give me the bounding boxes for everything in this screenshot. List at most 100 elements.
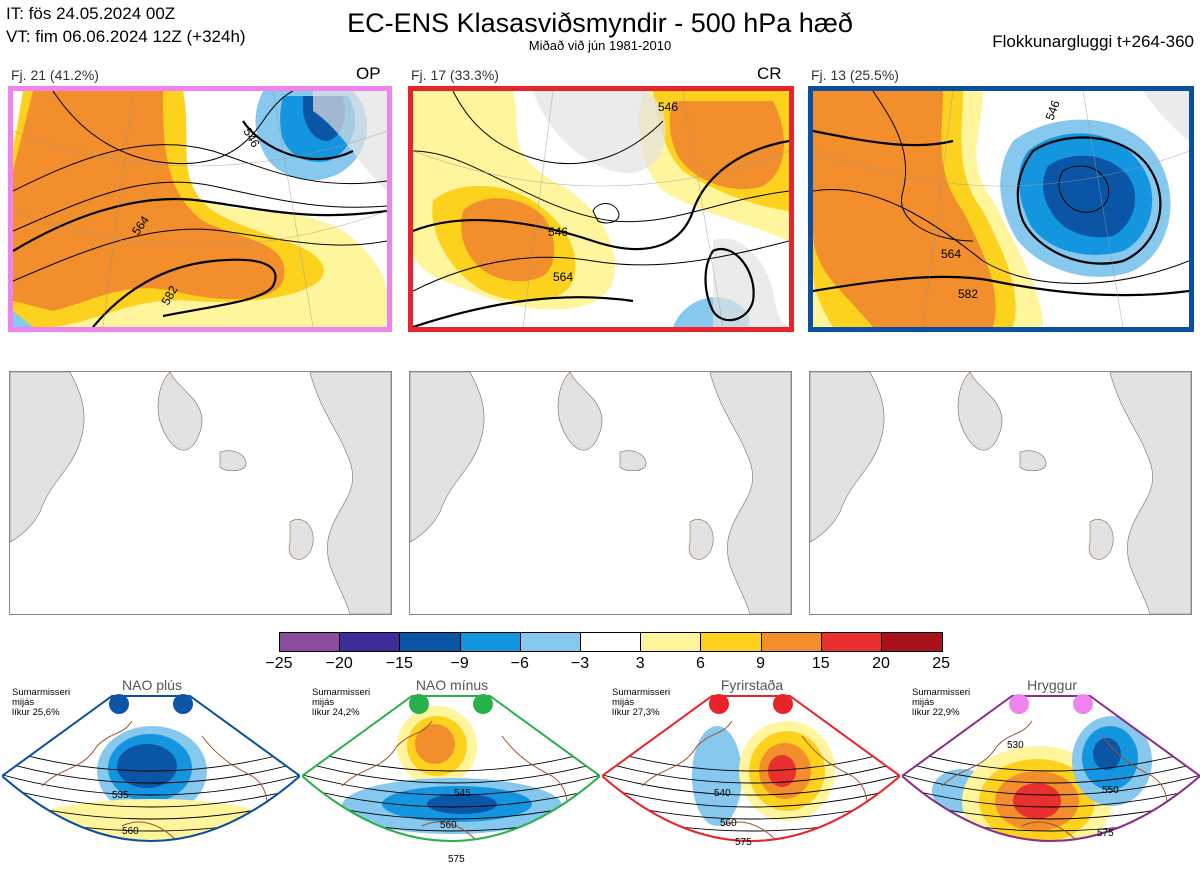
regime-note: Sumarmisseri mijás líkur 22,9% (912, 687, 971, 718)
cluster-map-1: 564 546 582 (8, 86, 392, 332)
regime-title: Hryggur (1027, 677, 1077, 693)
regime-title: Fyrirstaða (720, 677, 784, 693)
colorbar-swatch (520, 633, 581, 651)
colorbar-swatch (280, 633, 341, 651)
regime-dot-icon (1009, 694, 1029, 714)
contour-label: 530 (1007, 740, 1024, 751)
colorbar-swatch (580, 633, 642, 651)
height-contour (302, 745, 600, 772)
height-contour (902, 758, 1200, 784)
valid-time: VT: fim 06.06.2024 12Z (+324h) (6, 27, 246, 46)
height-contour (2, 850, 300, 867)
colorbar-swatch (641, 633, 702, 651)
height-contour (902, 771, 1200, 796)
regime-dot-icon (173, 694, 193, 714)
regime-dot-icon (473, 694, 493, 714)
contour-label: 550 (1102, 785, 1119, 796)
height-contour (2, 745, 300, 772)
anomaly-area (1014, 860, 1050, 871)
colorbar-tick-label: −3 (570, 655, 590, 672)
height-contour (902, 850, 1200, 867)
cluster-map-2: 546 564 546 (408, 86, 794, 332)
height-contour (602, 771, 900, 796)
regime-note: Sumarmisseri mijás líkur 25,6% (12, 687, 71, 718)
contour-label: 546 (658, 100, 678, 114)
colorbar-swatch (761, 633, 822, 651)
regime-panel: 545 560 575 (300, 676, 602, 871)
regime-frame (300, 695, 602, 842)
cluster-map-3: 546 564 582 (808, 86, 1194, 332)
anomaly-map-3 (809, 371, 1192, 615)
regime-panel: 535 560 (0, 676, 302, 871)
regime-frame (900, 695, 1200, 842)
panel-1-tag: OP (356, 64, 381, 83)
colorbar-tick-label: 15 (811, 655, 830, 672)
regime-panel: 530 550 575 (900, 676, 1200, 871)
height-contour (2, 771, 300, 796)
anomaly-area (692, 726, 742, 826)
height-contour (2, 758, 300, 784)
height-contour (902, 784, 1200, 808)
regime-dot-icon (109, 694, 129, 714)
regime-note: Sumarmisseri mijás líkur 24,2% (312, 687, 371, 718)
colorbar-swatch (701, 633, 762, 651)
panel-3-label: Fj. 13 (25.5%) (811, 67, 899, 83)
contour-label: 560 (440, 820, 457, 831)
colorbar-swatch (460, 633, 521, 651)
regime-title: NAO mínus (415, 677, 489, 693)
regime-dot-icon (409, 694, 429, 714)
contour-label: 560 (122, 826, 139, 837)
height-contour (602, 758, 900, 784)
height-contour (602, 784, 900, 808)
colorbar-tick-label: 25 (932, 655, 951, 672)
contour-label: 582 (958, 287, 978, 301)
contour-label: 540 (714, 788, 731, 799)
colorbar-swatch (881, 633, 943, 651)
height-contour (902, 745, 1200, 772)
height-contour (602, 850, 900, 867)
height-contour (302, 758, 600, 784)
height-contour (302, 784, 600, 808)
regime-dot-icon (709, 694, 729, 714)
regime-frame (0, 695, 302, 842)
page-title: EC-ENS Klasasviðsmyndir - 500 hPa hæð (347, 8, 853, 38)
anomaly-area (1093, 738, 1121, 770)
regime-note: Sumarmisseri mijás líkur 27,3% (612, 687, 671, 718)
regime-frame (600, 695, 902, 842)
colorbar-tick-label: −6 (510, 655, 529, 672)
classification-window: Flokkunargluggi t+264-360 (992, 32, 1194, 51)
anomaly-area (1013, 783, 1061, 819)
contour-label: 560 (720, 818, 737, 829)
regime-panel: 540 560 575 (600, 676, 902, 871)
panel-2-label: Fj. 17 (33.3%) (411, 67, 499, 83)
panel-2-tag: CR (757, 64, 782, 83)
page-subtitle: Miðað við jún 1981-2010 (528, 38, 672, 53)
anomaly-map-1 (9, 371, 392, 615)
colorbar-swatch (821, 633, 882, 651)
regime-title: NAO plús (122, 677, 182, 693)
contour-label: 564 (553, 270, 573, 284)
contour-label: 546 (1043, 98, 1063, 122)
colorbar-swatch (400, 633, 461, 651)
contour-label: 575 (735, 837, 752, 848)
colorbar-tick-label: −20 (325, 655, 353, 672)
contour-label: 575 (1097, 828, 1114, 839)
anomaly-area (768, 755, 796, 787)
anomaly-area (117, 744, 177, 788)
colorbar-tick-label: 3 (635, 655, 645, 672)
regime-dot-icon (1073, 694, 1093, 714)
colorbar-swatch (340, 633, 401, 651)
height-contour (302, 771, 600, 796)
contour-label: 535 (112, 790, 129, 801)
colorbar-tick-label: 9 (756, 655, 766, 672)
colorbar (279, 632, 944, 652)
colorbar-tick-label: 20 (872, 655, 890, 672)
colorbar-tick-label: −25 (265, 655, 293, 672)
anomaly-area (415, 724, 455, 764)
colorbar-tick-label: −9 (450, 655, 469, 672)
anomaly-area (427, 794, 497, 814)
contour-label: 545 (454, 788, 471, 799)
contour-label: 564 (941, 247, 961, 261)
colorbar-tick-label: 6 (695, 655, 705, 672)
issue-time: IT: fös 24.05.2024 00Z (6, 4, 176, 23)
